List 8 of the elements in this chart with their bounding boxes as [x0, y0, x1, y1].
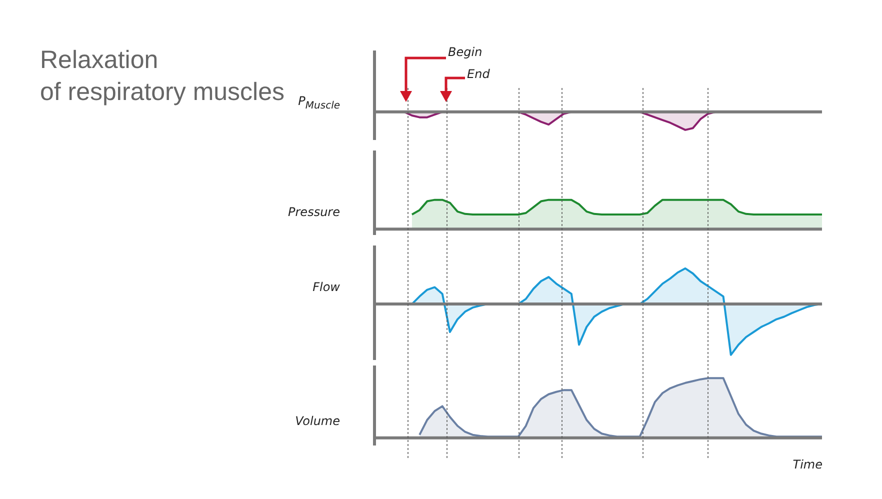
y-axis-title: Pressure [287, 205, 340, 220]
y-axis-title: P$_{Muscle}$ [298, 94, 340, 112]
x-axis-title: Time [792, 458, 822, 472]
text: Relaxation of respiratory muscles [40, 45, 285, 108]
y-axis-title: Volume [294, 414, 340, 428]
y-axis-title: Flow [312, 280, 340, 294]
text: End [467, 67, 490, 81]
text: Begin [448, 45, 482, 59]
